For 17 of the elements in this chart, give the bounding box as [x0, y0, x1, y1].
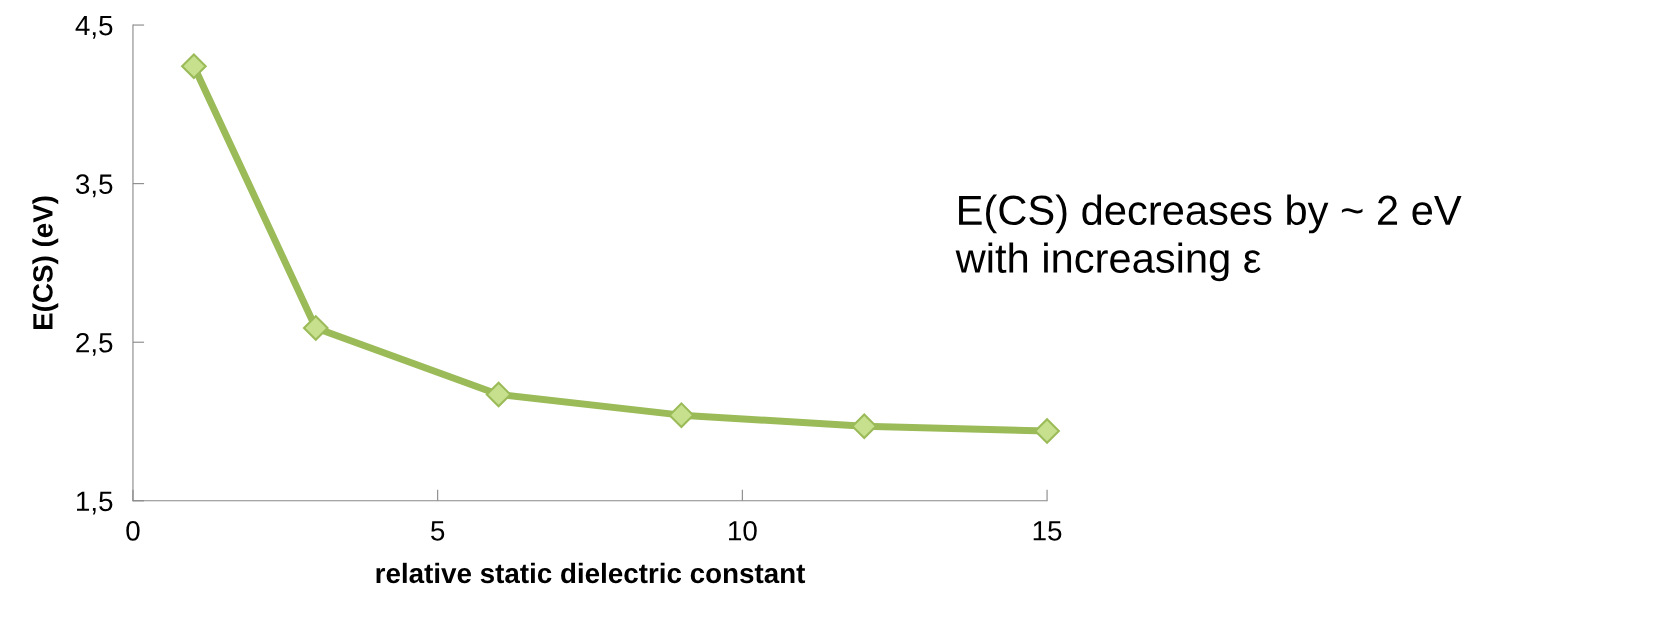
y-tick-label: 2,5 [76, 332, 113, 356]
point [851, 413, 878, 440]
point [485, 381, 512, 408]
point [668, 402, 695, 428]
x-tick-label: 5 [431, 521, 445, 541]
x-tick-label: 10 [729, 520, 757, 541]
point [181, 53, 207, 80]
x-axis-title: relative static dielectric constant [376, 562, 806, 584]
y-tick-label: 3,5 [75, 174, 113, 198]
x-tick-label: 0 [126, 520, 140, 541]
y-axis-title: E(CS) (eV) [32, 196, 59, 329]
point [302, 315, 329, 341]
y-tick-label: 4,5 [75, 15, 113, 39]
point [1034, 418, 1060, 444]
y-tick-label: 1,5 [77, 491, 113, 515]
x-tick-label: 15 [1033, 521, 1062, 541]
annotation: E(CS) decreases by ~ 2 eV with increasing ε [955, 194, 1462, 282]
